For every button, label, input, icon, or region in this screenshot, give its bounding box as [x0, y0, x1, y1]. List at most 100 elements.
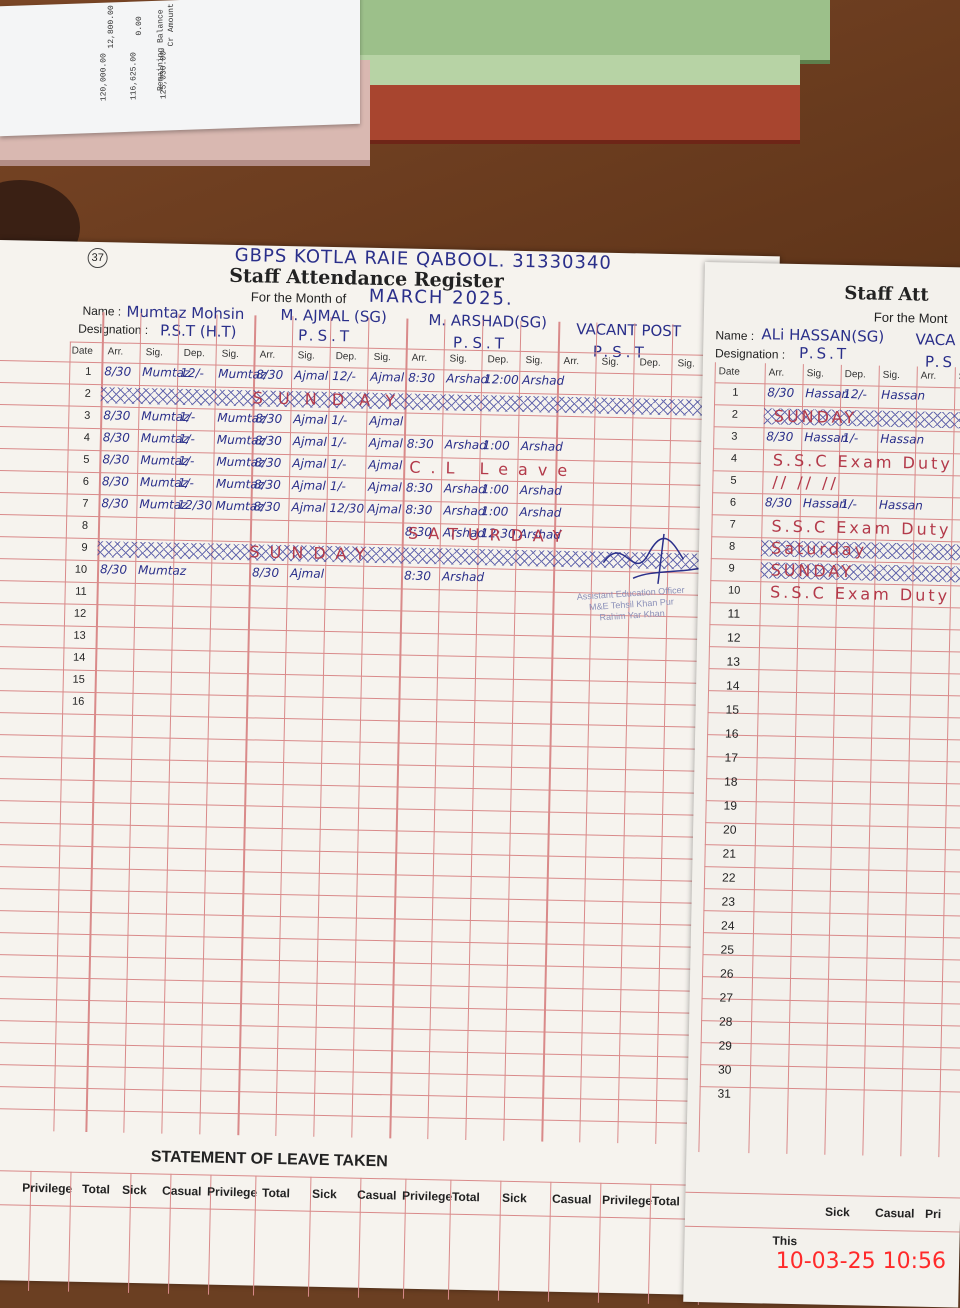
row-date: 12 — [73, 607, 87, 620]
grid-row-line — [0, 1085, 695, 1102]
grid-row-line — [705, 800, 960, 807]
leave-header: Privilege — [601, 1192, 653, 1208]
attendance-cell: 8/30 — [101, 474, 130, 489]
attendance-cell: 8/30 — [766, 429, 794, 444]
column-header: Sig. — [677, 358, 695, 370]
row-date: 18 — [723, 774, 738, 789]
attendance-cell: 8/30 — [253, 477, 282, 492]
leave-header: Sick — [311, 1186, 337, 1202]
leave-col-line — [547, 1181, 552, 1302]
grid-row-line — [704, 866, 960, 873]
attendance-cell: 8/30 — [764, 495, 793, 510]
staff-name-1: Mumtaz Mohsin — [126, 302, 245, 324]
leave-row-label: This — [772, 1233, 798, 1249]
grid-row-line — [0, 1041, 696, 1058]
column-header: Sig. — [601, 356, 619, 368]
staff-designation: P.S.T — [798, 343, 850, 364]
row-annotation: SUNDAY — [249, 542, 376, 564]
attendance-cell: 12/- — [843, 386, 868, 402]
row-date: 30 — [717, 1062, 732, 1077]
attendance-cell: 8/30 — [101, 496, 129, 511]
row-date: 1 — [732, 386, 739, 399]
grid-row-line — [0, 733, 702, 750]
row-date: 3 — [731, 430, 738, 443]
column-header: Sig. — [449, 353, 467, 365]
attendance-cell: Ajmal — [370, 369, 405, 385]
row-date: 3 — [84, 409, 91, 422]
row-date: 4 — [83, 431, 91, 444]
row-date: 17 — [724, 750, 739, 765]
row-annotation: Saturday — [770, 538, 868, 560]
photo-timestamp: 10-03-25 10:56 — [775, 1249, 946, 1274]
row-date: 9 — [728, 562, 735, 575]
row-date: 2 — [731, 408, 739, 421]
attendance-cell: 8/30 — [256, 367, 284, 382]
grid-row-line — [0, 887, 699, 904]
attendance-cell: Arshad — [443, 503, 486, 519]
attendance-cell: Mumtaz — [137, 562, 187, 578]
column-header: Sig. — [806, 368, 825, 380]
attendance-cell: Ajmal — [294, 368, 329, 383]
column-header: Dep. — [844, 368, 866, 381]
attendance-cell: Ajmal — [289, 566, 325, 581]
attendance-cell: Ajmal — [368, 457, 403, 473]
leave-header: Total — [261, 1185, 291, 1201]
leave-header: Sick — [501, 1190, 527, 1206]
grid-row-line — [0, 1107, 694, 1124]
row-date: 9 — [81, 541, 88, 554]
grid-row-line — [700, 1042, 960, 1049]
attendance-cell: 1/- — [178, 453, 195, 469]
row-annotation: SUNDAY — [770, 560, 855, 582]
row-annotation: S.S.C Exam Duty — [772, 450, 954, 474]
grid-row-line — [701, 998, 960, 1005]
attendance-cell: Hassan — [881, 387, 926, 403]
leave-header: Total — [81, 1181, 111, 1197]
leave-header: Privilege — [22, 1180, 73, 1196]
staff-name-2: M. AJMAL (SG) — [280, 305, 388, 327]
attendance-cell: Ajmal — [367, 479, 402, 495]
row-date: 21 — [722, 846, 737, 861]
grid-row-line — [703, 910, 960, 917]
receipt-text: 116,625.00 — [129, 51, 139, 101]
row-date: 13 — [73, 629, 86, 642]
staff-designation-2: P.S.T — [297, 326, 354, 346]
row-date: 7 — [82, 497, 89, 510]
attendance-cell: 1/- — [842, 430, 859, 446]
grid-row-line — [0, 1063, 695, 1080]
month-label: For the Month of — [250, 289, 347, 307]
page-number: 37 — [87, 247, 108, 269]
staff-designation-2: P.S — [924, 352, 956, 372]
leave-col-line — [497, 1180, 502, 1301]
attendance-cell: 1:00 — [482, 438, 510, 453]
receipt-text: 0.00 — [135, 16, 145, 36]
column-header: Sig. — [145, 347, 164, 359]
attendance-cell: Arshad — [519, 504, 562, 520]
leave-header: Privilege — [401, 1188, 453, 1204]
attendance-cell: 12/30 — [329, 500, 365, 516]
row-date: 23 — [721, 894, 736, 909]
attendance-cell: 8/30 — [254, 433, 282, 448]
column-header: Arr. — [259, 349, 276, 361]
column-header: Arr. — [411, 352, 428, 364]
attendance-cell: 8/30 — [254, 455, 282, 470]
row-annotation: S U N D A Y — [252, 388, 401, 411]
name-label: Name : — [715, 328, 755, 344]
grid-row-line — [702, 932, 960, 939]
attendance-cell: Arshad — [519, 482, 563, 498]
attendance-cell: 8:30 — [403, 568, 432, 584]
row-date: 12 — [726, 630, 741, 645]
red-book — [360, 85, 800, 144]
leave-header: Casual — [356, 1187, 397, 1203]
bank-receipt: Cr Amount Remaining Balance 0.00 12,800.… — [0, 0, 360, 137]
attendance-cell: 8:30 — [405, 502, 433, 518]
grid-col-line — [351, 317, 370, 1138]
attendance-cell: Ajmal — [292, 456, 327, 471]
row-date: 31 — [717, 1086, 732, 1101]
leave-line — [685, 1191, 960, 1199]
grid-row-line — [702, 954, 960, 961]
row-date: 15 — [725, 702, 740, 717]
receipt-text: Cr Amount — [167, 3, 177, 47]
attendance-cell: 1/- — [331, 412, 348, 428]
attendance-cell: 1/- — [178, 431, 196, 447]
column-header: Sig. — [882, 369, 901, 382]
